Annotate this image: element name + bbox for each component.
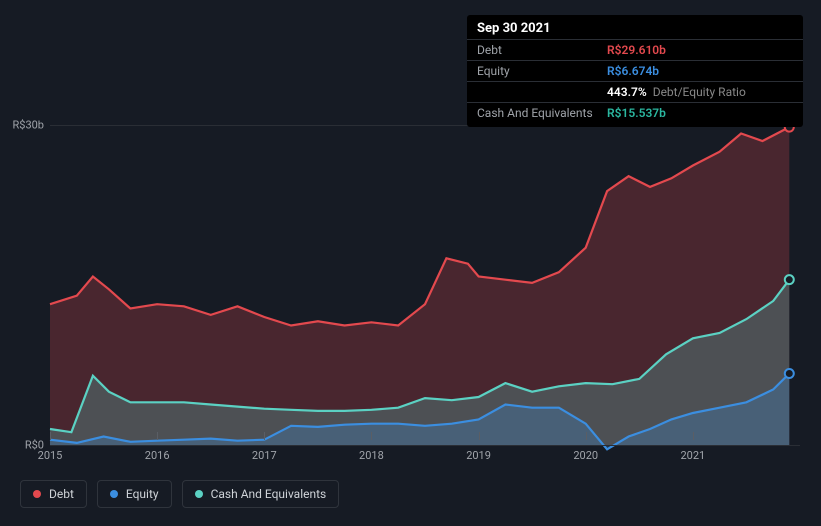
x-axis-label: 2020 xyxy=(573,449,598,462)
legend-dot-icon xyxy=(33,490,41,498)
tooltip-row-label: Equity xyxy=(477,64,607,78)
tooltip-row: EquityR$6.674b xyxy=(467,60,803,81)
tooltip-row: 443.7% Debt/Equity Ratio xyxy=(467,81,803,102)
tooltip-row-value: R$6.674b xyxy=(607,64,659,78)
x-tick xyxy=(479,432,480,440)
x-axis-label: 2016 xyxy=(145,449,170,462)
tooltip-row: Cash And EquivalentsR$15.537b xyxy=(467,102,803,123)
x-tick xyxy=(693,432,694,440)
legend-dot-icon xyxy=(195,490,203,498)
tooltip-rows: DebtR$29.610bEquityR$6.674b443.7%Debt/Eq… xyxy=(467,39,803,123)
x-axis-label: 2015 xyxy=(38,449,63,462)
legend-item-cash[interactable]: Cash And Equivalents xyxy=(182,480,340,508)
legend-item-label: Equity xyxy=(126,487,159,501)
plot-svg xyxy=(50,125,800,445)
x-tick xyxy=(157,432,158,440)
x-tick xyxy=(50,432,51,440)
legend-item-debt[interactable]: Debt xyxy=(20,480,87,508)
tooltip-row-value: 443.7% xyxy=(607,85,647,99)
legend-item-label: Debt xyxy=(49,487,74,501)
x-tick xyxy=(586,432,587,440)
series-end-dot-equity xyxy=(785,369,794,378)
x-axis: 2015201620172018201920202021 xyxy=(50,445,800,465)
chart-legend: Debt Equity Cash And Equivalents xyxy=(20,480,339,508)
tooltip-row-value: R$29.610b xyxy=(607,43,666,57)
y-axis-label: R$30b xyxy=(12,119,44,132)
legend-item-label: Cash And Equivalents xyxy=(211,487,327,501)
plot-area[interactable]: R$0R$30b xyxy=(50,125,800,445)
x-axis-label: 2017 xyxy=(252,449,277,462)
tooltip-row: DebtR$29.610b xyxy=(467,39,803,60)
x-axis-label: 2021 xyxy=(680,449,705,462)
tooltip-row-label: Debt xyxy=(477,43,607,57)
legend-dot-icon xyxy=(110,490,118,498)
tooltip-date: Sep 30 2021 xyxy=(467,21,803,39)
tooltip-row-label: Cash And Equivalents xyxy=(477,106,607,120)
chart-tooltip: Sep 30 2021 DebtR$29.610bEquityR$6.674b4… xyxy=(467,15,803,127)
series-end-dot-cash xyxy=(785,275,794,284)
tooltip-row-value: R$15.537b xyxy=(607,106,666,120)
x-tick xyxy=(371,432,372,440)
tooltip-row-extra: Debt/Equity Ratio xyxy=(653,85,746,99)
x-tick xyxy=(264,432,265,440)
financial-area-chart: Sep 30 2021 DebtR$29.610bEquityR$6.674b4… xyxy=(0,0,821,526)
legend-item-equity[interactable]: Equity xyxy=(97,480,172,508)
x-axis-label: 2018 xyxy=(359,449,384,462)
x-axis-label: 2019 xyxy=(466,449,491,462)
